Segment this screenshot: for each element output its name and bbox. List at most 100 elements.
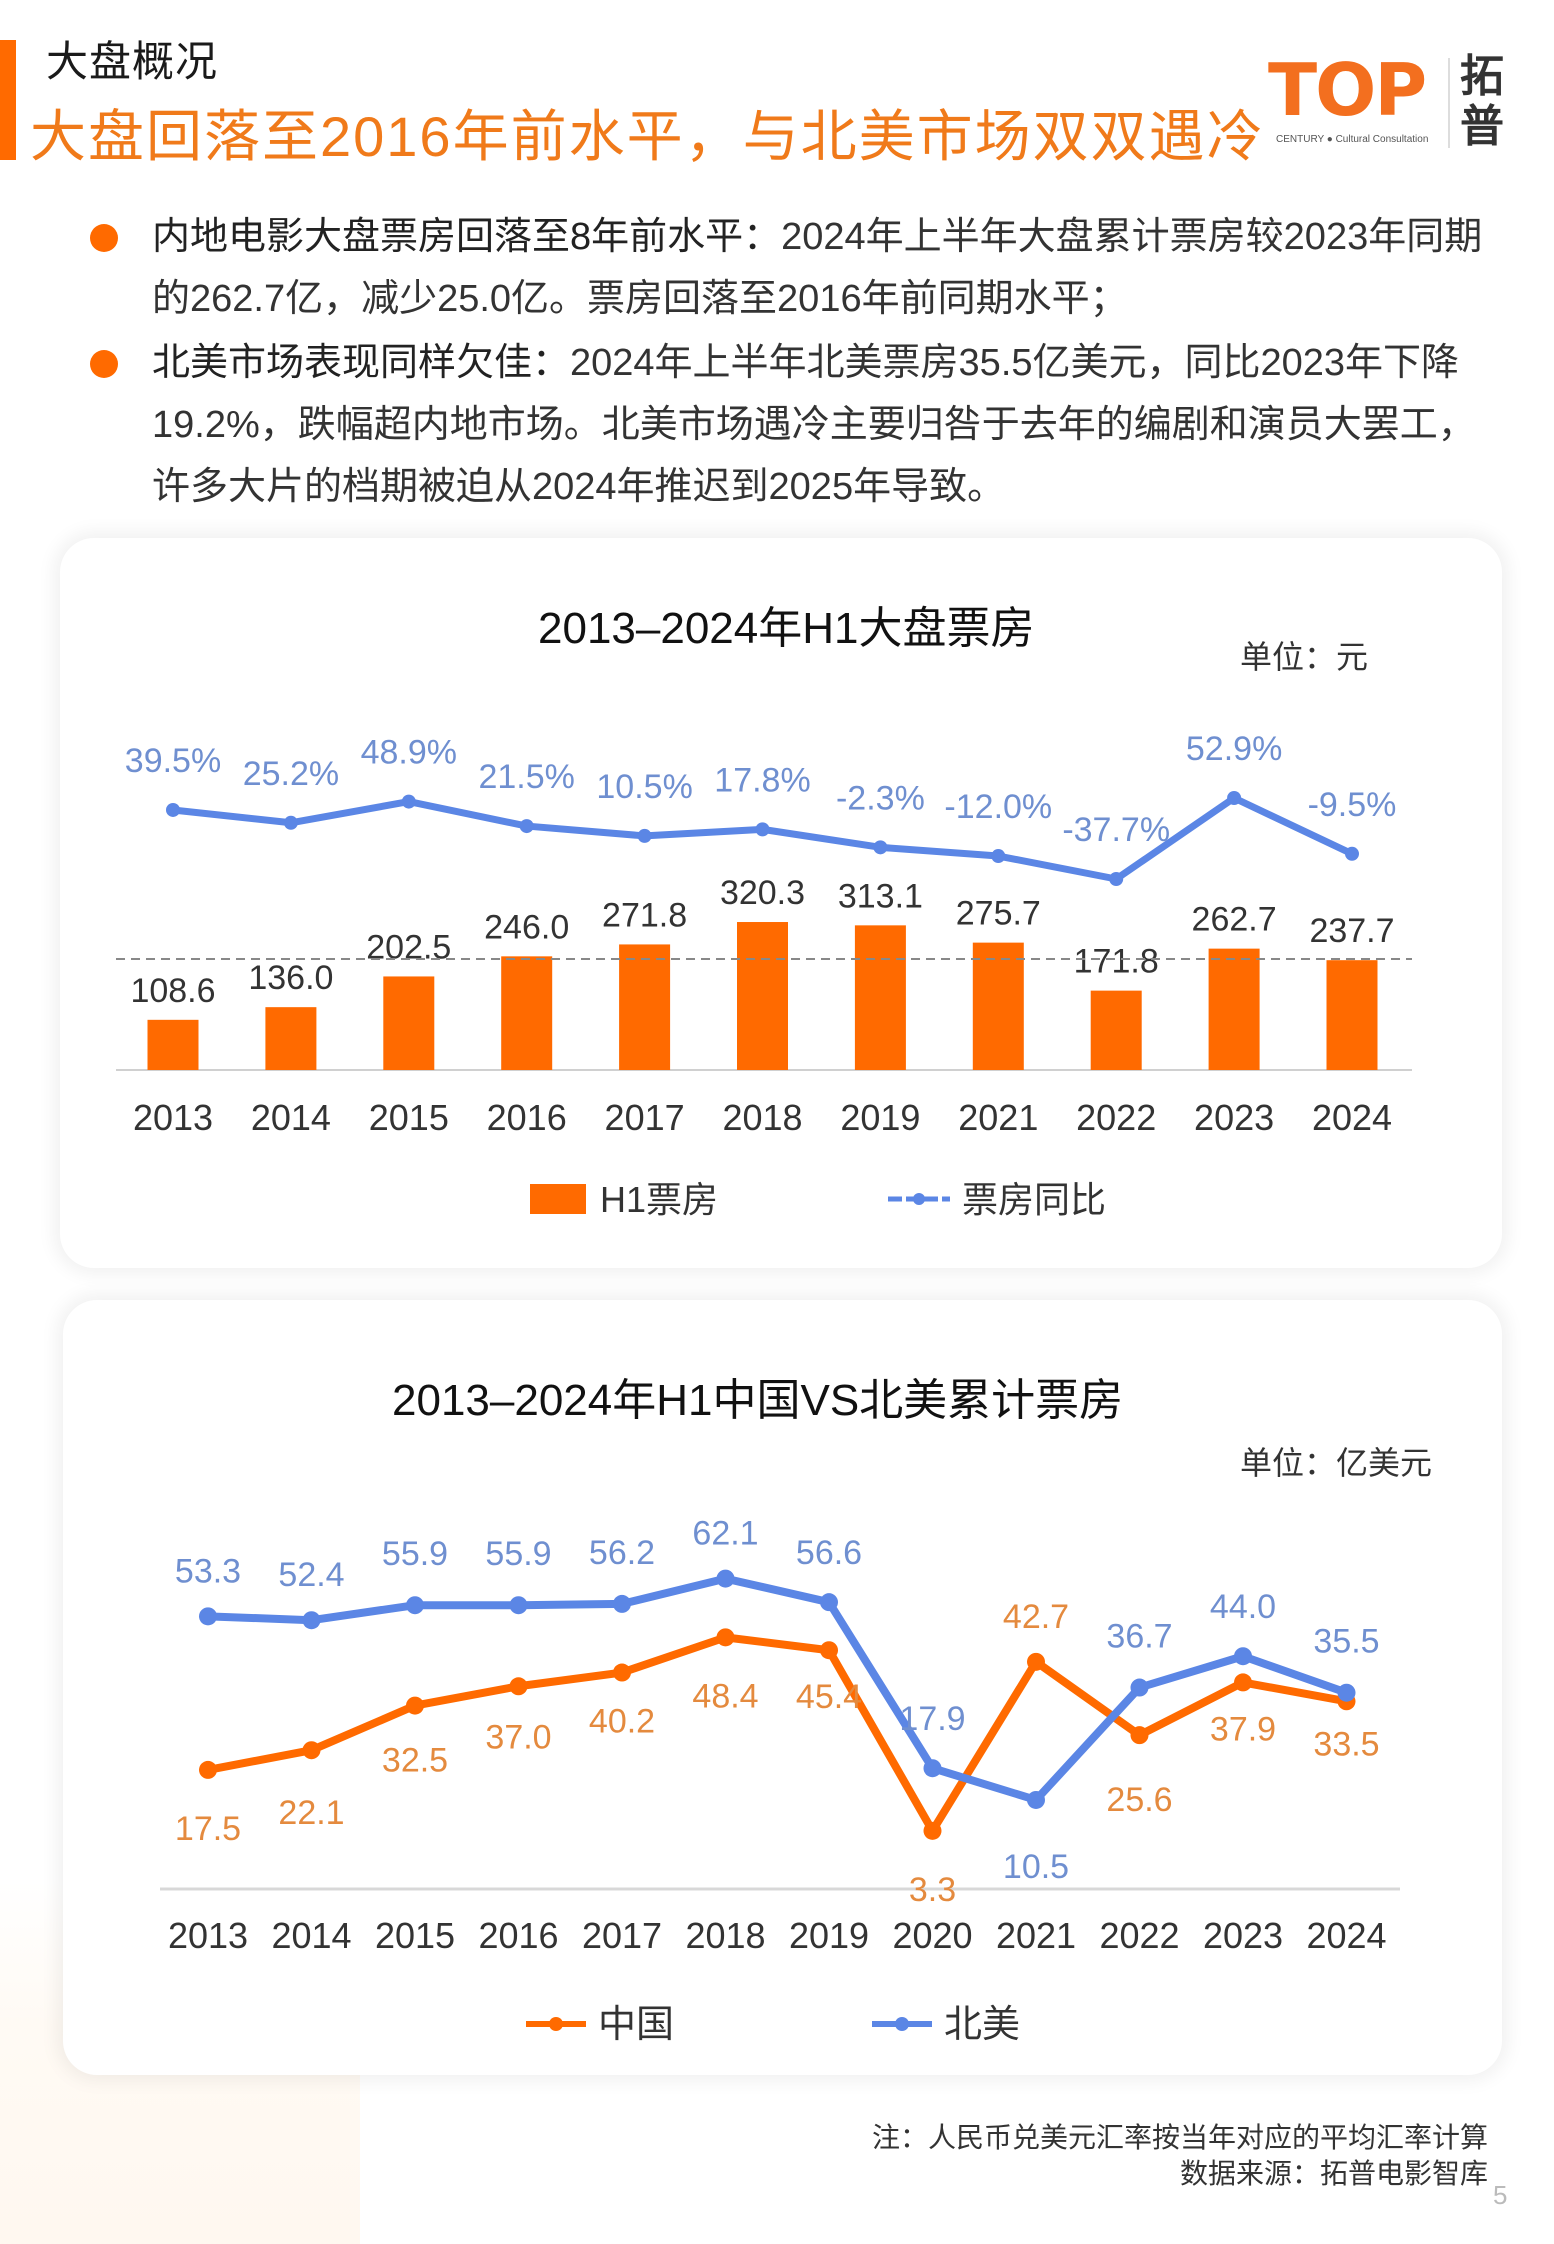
bullet-lead: 北美市场表现同样欠佳：: [152, 342, 571, 384]
page-number: 5: [1493, 2180, 1508, 2210]
china-point: [716, 1628, 735, 1647]
bar-line-chart: 108.6 2013 136.0 2014 202.5 2015 246.0 2016 271.…: [116, 730, 1412, 1220]
yoy-value-label: 39.5%: [125, 742, 221, 780]
yoy-point: [991, 849, 1006, 864]
bullet-item: 内地电影大盘票房回落至8年前水平：2024年上半年大盘累计票房较2023年同期的…: [90, 206, 1490, 330]
x-tick-label: 2015: [375, 1915, 455, 1956]
china-value-label: 40.2: [589, 1703, 655, 1741]
china-value-label: 3.3: [909, 1871, 956, 1909]
north-america-point: [509, 1596, 528, 1615]
bullet-dot-icon: [90, 350, 118, 378]
bullet-text: 2024年上半年大盘累计票房较2023年同期的262.7亿，减少25.0亿。票房…: [152, 216, 1483, 320]
bar-value-label: 275.7: [956, 895, 1041, 933]
china-point: [509, 1677, 528, 1696]
x-tick-label: 2023: [1203, 1915, 1283, 1956]
yoy-point: [1227, 791, 1242, 805]
yoy-point: [1345, 846, 1359, 861]
yoy-point: [283, 815, 298, 830]
bar: [854, 925, 906, 1070]
x-tick-label: 2013: [133, 1097, 213, 1138]
china-value-label: 37.0: [485, 1718, 551, 1756]
x-tick-label: 2018: [685, 1915, 765, 1956]
bar: [737, 922, 788, 1070]
x-tick-label: 2023: [1194, 1097, 1274, 1138]
bar: [265, 1007, 317, 1070]
north-america-point: [613, 1594, 631, 1613]
china-point: [1234, 1673, 1252, 1692]
china-value-label: 32.5: [382, 1742, 448, 1780]
bar: [147, 1019, 199, 1070]
north-america-point: [1337, 1683, 1356, 1702]
x-tick-label: 2020: [892, 1915, 972, 1956]
bar-value-label: 171.8: [1074, 943, 1159, 981]
china-value-label: 33.5: [1313, 1725, 1379, 1763]
x-tick-label: 2019: [840, 1097, 920, 1138]
north-america-point: [923, 1759, 942, 1778]
legend-china-marker-icon: [549, 2017, 563, 2031]
bar-value-label: 108.6: [130, 972, 215, 1010]
north-america-value-label: 55.9: [485, 1535, 551, 1573]
north-america-value-label: 35.5: [1313, 1623, 1379, 1661]
north-america-value-label: 56.6: [796, 1534, 862, 1572]
north-america-value-label: 36.7: [1106, 1618, 1172, 1656]
china-value-label: 37.9: [1210, 1710, 1276, 1748]
legend-na-marker-icon: [895, 2017, 909, 2031]
accent-bar: [0, 40, 16, 160]
bullet-dot-icon: [90, 224, 118, 252]
section-label: 大盘概况: [46, 38, 219, 85]
china-value-label: 45.4: [796, 1678, 862, 1716]
bar-value-label: 237.7: [1309, 912, 1394, 950]
yoy-value-label: 17.8%: [714, 761, 810, 799]
north-america-point: [406, 1596, 424, 1615]
top-logo: TOP CENTURY ● Cultural Consultation 拓普: [1268, 48, 1554, 158]
yoy-point: [1109, 872, 1124, 886]
x-tick-label: 2021: [958, 1097, 1038, 1138]
x-tick-label: 2014: [271, 1915, 351, 1956]
bullet-item: 北美市场表现同样欠佳：2024年上半年北美票房35.5亿美元，同比2023年下降…: [90, 332, 1490, 518]
north-america-point: [1234, 1647, 1252, 1666]
north-america-point: [199, 1607, 217, 1626]
yoy-value-label: 25.2%: [243, 755, 339, 793]
north-america-value-label: 52.4: [278, 1556, 344, 1594]
x-tick-label: 2022: [1099, 1915, 1179, 1956]
logo-chinese: 拓普: [1460, 52, 1504, 151]
legend-label: 北美: [944, 2004, 1020, 2046]
x-tick-label: 2017: [582, 1915, 662, 1956]
bar-value-label: 313.1: [838, 877, 923, 915]
legend-bar-swatch-icon: [530, 1184, 586, 1214]
yoy-point: [401, 794, 416, 809]
yoy-value-label: 21.5%: [478, 758, 574, 796]
bar-value-label: 246.0: [484, 908, 569, 946]
bar-value-label: 262.7: [1192, 901, 1277, 939]
x-tick-label: 2024: [1312, 1097, 1392, 1138]
chart-title: 2013–2024年H1中国VS北美累计票房: [392, 1376, 1124, 1425]
north-america-value-label: 56.2: [589, 1534, 655, 1572]
x-tick-label: 2017: [605, 1097, 685, 1138]
bar: [1090, 990, 1142, 1070]
china-point: [820, 1641, 838, 1660]
x-tick-label: 2022: [1076, 1097, 1156, 1138]
north-america-point: [820, 1593, 838, 1612]
bullet-text: 2024年上半年北美票房35.5亿美元，同比2023年下降19.2%，跌幅超内地…: [152, 342, 1476, 508]
x-tick-label: 2021: [996, 1915, 1076, 1956]
china-point: [406, 1696, 424, 1715]
x-tick-label: 2016: [487, 1097, 567, 1138]
bar: [1326, 960, 1378, 1070]
north-america-value-label: 10.5: [1003, 1848, 1069, 1886]
bar: [383, 976, 435, 1070]
china-point: [302, 1741, 321, 1760]
china-value-label: 48.4: [692, 1677, 758, 1715]
yoy-value-label: -37.7%: [1062, 811, 1170, 849]
north-america-value-label: 62.1: [692, 1515, 758, 1553]
yoy-value-label: 48.9%: [361, 734, 457, 772]
bullet-list: 内地电影大盘票房回落至8年前水平：2024年上半年大盘累计票房较2023年同期的…: [90, 206, 1490, 520]
legend-label: 票房同比: [962, 1179, 1106, 1220]
logo-divider: [1448, 58, 1450, 148]
logo-subtitle: CENTURY ● Cultural Consultation: [1276, 134, 1429, 145]
yoy-value-label: 52.9%: [1186, 730, 1282, 768]
x-tick-label: 2014: [251, 1097, 331, 1138]
north-america-point: [1027, 1790, 1045, 1809]
bar-value-label: 271.8: [602, 896, 687, 934]
x-tick-label: 2019: [789, 1915, 869, 1956]
china-value-label: 42.7: [1003, 1598, 1069, 1636]
